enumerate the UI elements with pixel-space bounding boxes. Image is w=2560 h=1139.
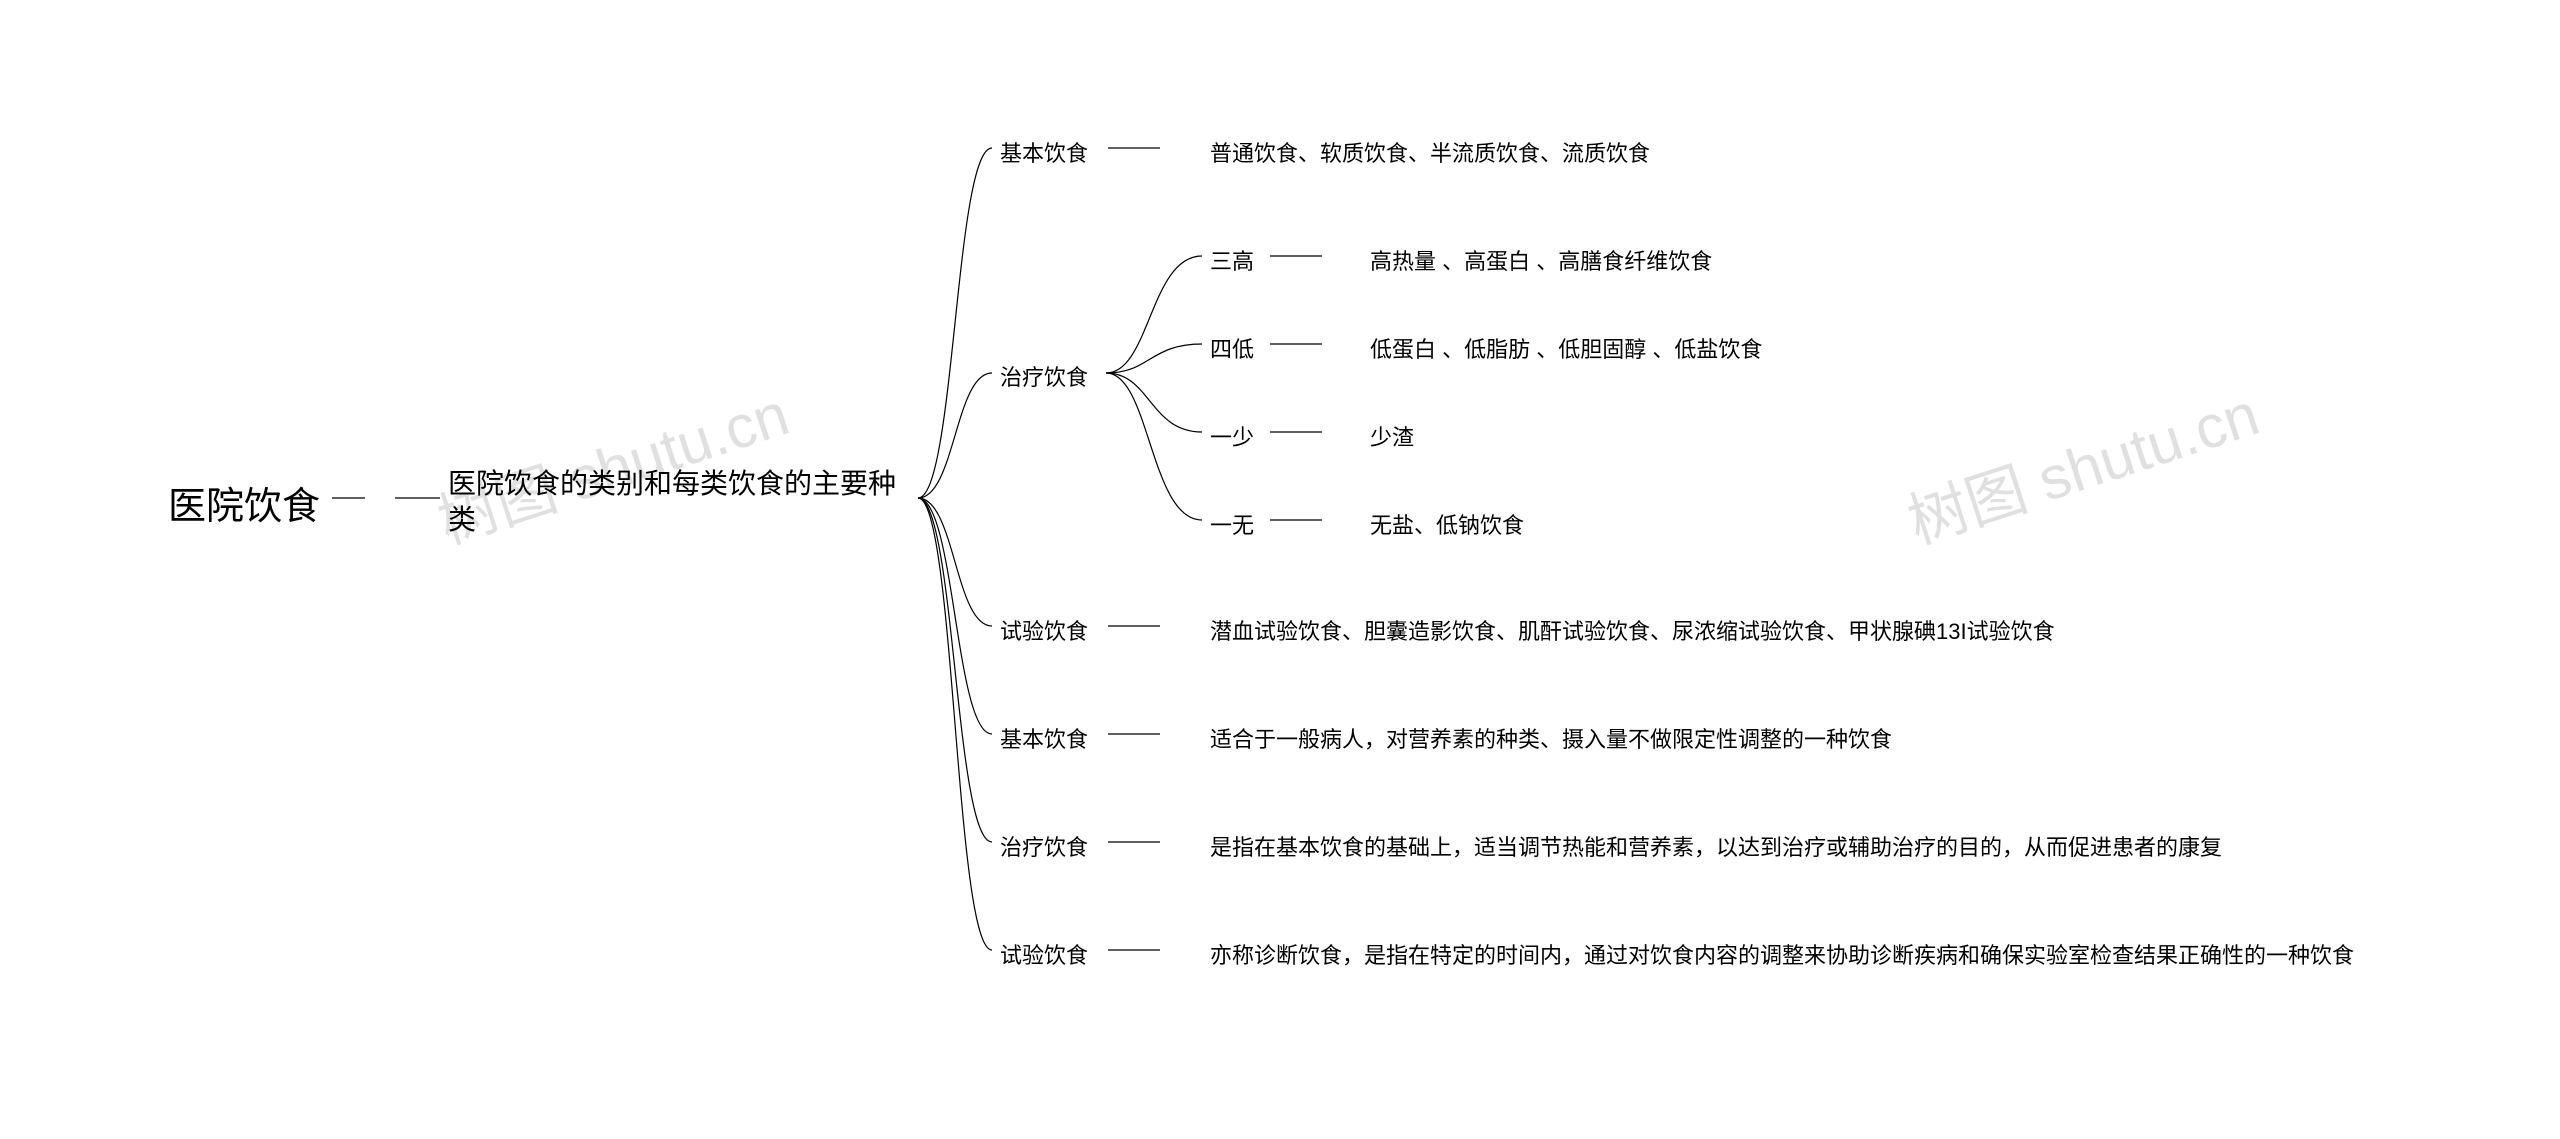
level1-node: 医院饮食的类别和每类饮食的主要种类 [448, 466, 908, 539]
treat1-sidi-leaf: 低蛋白 、低脂肪 、低胆固醇 、低盐饮食 [1370, 332, 1762, 364]
leaf-treat2-0: 是指在基本饮食的基础上，适当调节热能和营养素，以达到治疗或辅助治疗的目的，从而促… [1210, 830, 2222, 862]
treat1-sidi: 四低 [1210, 332, 1254, 364]
treat1-sangao-leaf: 高热量 、高蛋白 、高膳食纤维饮食 [1370, 244, 1712, 276]
leaf-test1-0: 潜血试验饮食、胆囊造影饮食、肌酐试验饮食、尿浓缩试验饮食、甲状腺碘13I试验饮食 [1210, 614, 2055, 646]
leaf-basic2-0: 适合于一般病人，对营养素的种类、摄入量不做限定性调整的一种饮食 [1210, 722, 1892, 754]
root-node: 医院饮食 [168, 475, 320, 530]
watermark-2: 树图 shutu.cn [1895, 366, 2268, 561]
branch-test2: 试验饮食 [1000, 938, 1088, 970]
treat1-yiwu: 一无 [1210, 508, 1254, 540]
branch-treat2: 治疗饮食 [1000, 830, 1088, 862]
branch-test1: 试验饮食 [1000, 614, 1088, 646]
treat1-yishao-leaf: 少渣 [1370, 420, 1414, 452]
branch-basic2: 基本饮食 [1000, 722, 1088, 754]
branch-treat1: 治疗饮食 [1000, 360, 1088, 392]
treat1-sangao: 三高 [1210, 244, 1254, 276]
leaf-basic1-0: 普通饮食、软质饮食、半流质饮食、流质饮食 [1210, 136, 1650, 168]
branch-basic1: 基本饮食 [1000, 136, 1088, 168]
leaf-test2-0: 亦称诊断饮食，是指在特定的时间内，通过对饮食内容的调整来协助诊断疾病和确保实验室… [1210, 938, 2354, 970]
treat1-yiwu-leaf: 无盐、低钠饮食 [1370, 508, 1524, 540]
treat1-yishao: 一少 [1210, 420, 1254, 452]
